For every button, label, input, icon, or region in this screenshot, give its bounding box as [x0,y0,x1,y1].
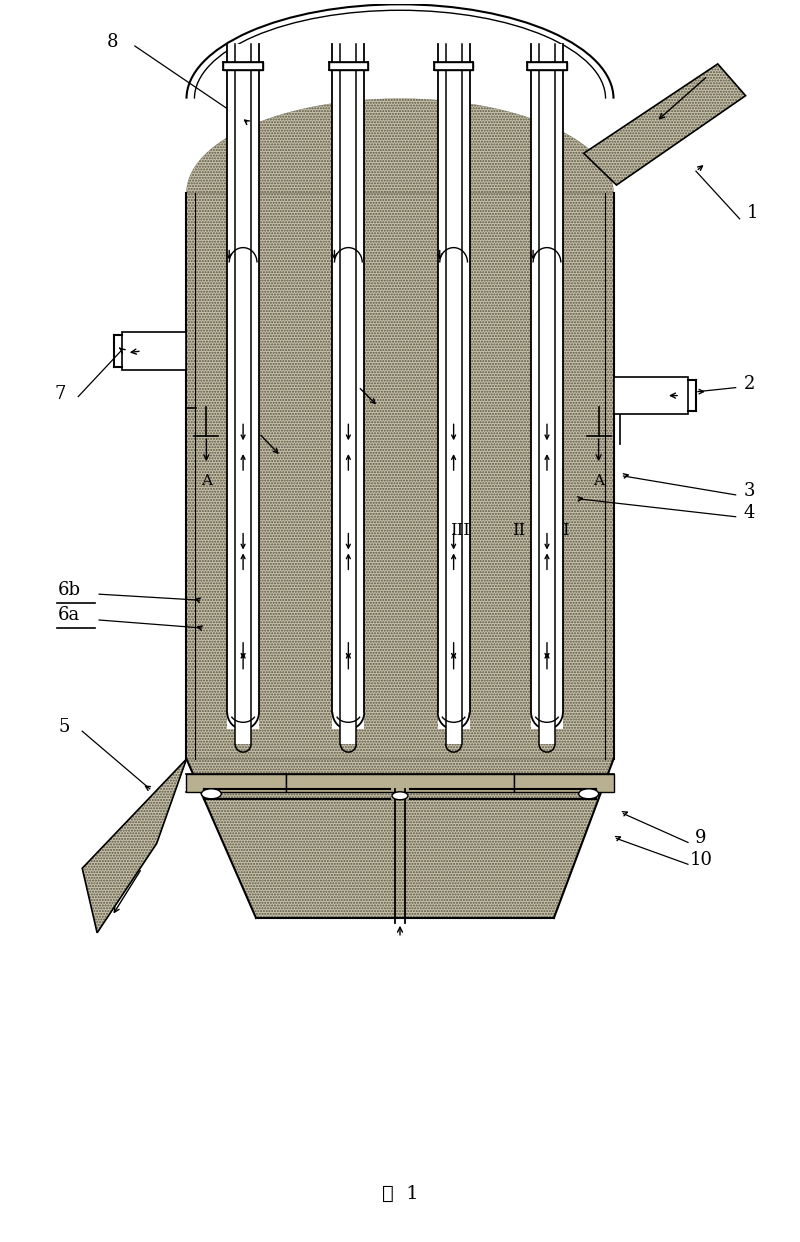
Polygon shape [223,62,263,70]
Text: 10: 10 [690,851,712,869]
Text: A: A [593,474,604,488]
Polygon shape [122,332,186,370]
Text: 1: 1 [746,204,758,222]
Polygon shape [446,43,462,744]
Text: 6a: 6a [58,606,80,623]
Text: 9: 9 [695,830,706,847]
Polygon shape [341,43,356,744]
Polygon shape [434,62,474,70]
Polygon shape [514,774,614,792]
Polygon shape [614,376,688,415]
Text: A: A [201,474,212,488]
Text: 7: 7 [54,385,66,402]
Text: 4: 4 [744,504,755,522]
Text: III: III [450,522,470,539]
Ellipse shape [202,789,222,799]
Text: 6b: 6b [58,581,80,599]
Polygon shape [527,62,567,70]
Polygon shape [186,774,286,792]
Bar [186,193,614,759]
Polygon shape [186,98,614,193]
Polygon shape [539,43,555,744]
Polygon shape [227,43,259,729]
Text: I: I [562,522,569,539]
Bar [186,193,614,759]
Ellipse shape [392,792,408,800]
Polygon shape [82,759,186,933]
Polygon shape [438,43,470,729]
Text: 8: 8 [106,34,118,51]
Polygon shape [186,759,614,918]
Polygon shape [333,43,364,729]
Text: 2: 2 [744,375,755,392]
Text: 5: 5 [58,718,70,737]
Polygon shape [235,43,251,744]
Polygon shape [329,62,368,70]
Polygon shape [584,63,746,185]
Polygon shape [531,43,563,729]
Text: II: II [511,522,525,539]
Ellipse shape [578,789,598,799]
Polygon shape [286,774,514,792]
Text: 图  1: 图 1 [382,1185,418,1203]
Text: 3: 3 [744,482,755,501]
